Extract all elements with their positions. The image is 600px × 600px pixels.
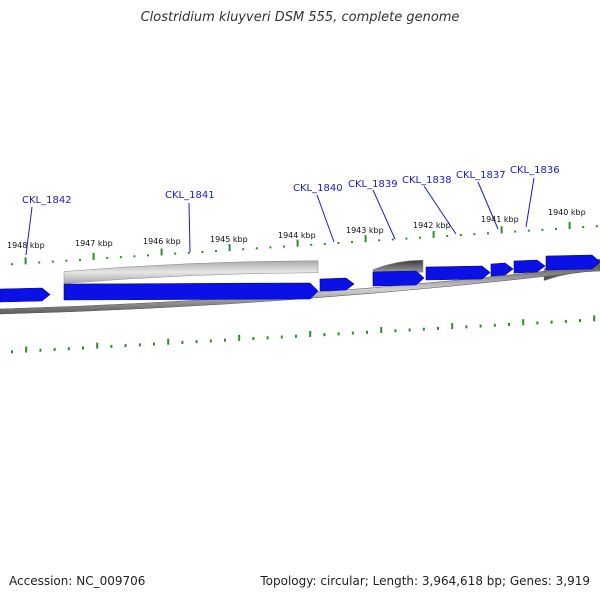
feature-band: [63, 260, 319, 284]
scale-label: 1943 kbp: [346, 226, 384, 235]
genome-title: Clostridium kluyveri DSM 555, complete g…: [140, 10, 460, 25]
gene-arrow[interactable]: [425, 265, 491, 281]
leader-line: [25, 206, 33, 256]
leader-line: [477, 181, 499, 230]
gene-label[interactable]: CKL_1839: [348, 179, 398, 190]
gene-label[interactable]: CKL_1838: [402, 175, 452, 186]
inner-scale-ticks: [11, 315, 596, 354]
backbone-arc: [0, 264, 600, 315]
scale-label: 1942 kbp: [413, 221, 451, 230]
topology-text: Topology: circular; Length: 3,964,618 bp…: [260, 574, 590, 588]
gene-label[interactable]: CKL_1837: [456, 170, 506, 181]
gene-arrow[interactable]: [63, 282, 319, 301]
gene-arrow[interactable]: [0, 287, 51, 303]
leader-line: [423, 185, 457, 235]
gene-label[interactable]: CKL_1840: [293, 183, 343, 194]
gene-arrow[interactable]: [319, 277, 355, 292]
scale-labels: 1948 kbp 1947 kbp 1946 kbp 1945 kbp 1944 kbp…: [7, 208, 586, 250]
gene-arrow[interactable]: [372, 270, 425, 287]
outer-scale-ticks: [11, 221, 598, 266]
scale-label: 1946 kbp: [143, 237, 181, 246]
scale-label: 1944 kbp: [278, 231, 316, 240]
genome-backbone: [0, 264, 600, 315]
accession-text: Accession: NC_009706: [9, 574, 146, 588]
scale-label: 1941 kbp: [481, 215, 519, 224]
scale-label: 1945 kbp: [210, 235, 248, 244]
gene-label[interactable]: CKL_1841: [165, 190, 215, 201]
gene-track[interactable]: [0, 254, 600, 303]
gene-arrow[interactable]: [545, 254, 600, 271]
gene-arrow[interactable]: [513, 259, 546, 274]
gene-label-leaders: [25, 177, 535, 256]
gene-label[interactable]: CKL_1842: [22, 195, 72, 206]
gene-arrow[interactable]: [490, 262, 514, 277]
scale-label: 1940 kbp: [548, 208, 586, 217]
leader-line: [316, 194, 335, 243]
scale-label: 1947 kbp: [75, 239, 113, 248]
leader-line: [372, 189, 396, 240]
gene-labels: CKL_1842 CKL_1841 CKL_1840 CKL_1839 CKL_1838…: [22, 165, 560, 206]
leader-line: [188, 202, 191, 253]
leader-line: [525, 177, 535, 228]
gene-label[interactable]: CKL_1836: [510, 165, 560, 176]
scale-label: 1948 kbp: [7, 241, 45, 250]
